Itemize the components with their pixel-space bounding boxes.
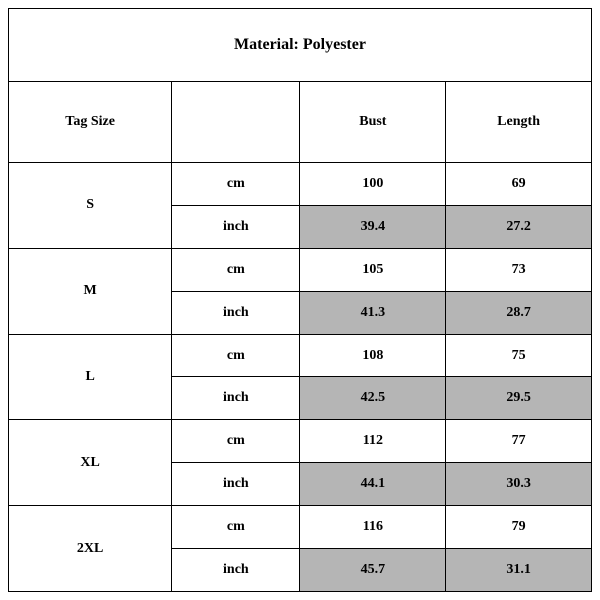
cell-l-inch-bust: 42.5 [300, 377, 446, 420]
cell-l-inch-length: 29.5 [446, 377, 592, 420]
unit-inch: inch [172, 291, 300, 334]
unit-cm: cm [172, 334, 300, 377]
size-row-l-cm: L cm 108 75 [9, 334, 592, 377]
unit-inch: inch [172, 463, 300, 506]
header-tag-size: Tag Size [9, 82, 172, 163]
unit-inch: inch [172, 549, 300, 592]
size-row-xl-cm: XL cm 112 77 [9, 420, 592, 463]
size-label-l: L [9, 334, 172, 420]
cell-s-inch-length: 27.2 [446, 205, 592, 248]
cell-xl-cm-length: 77 [446, 420, 592, 463]
cell-s-inch-bust: 39.4 [300, 205, 446, 248]
cell-2xl-inch-length: 31.1 [446, 549, 592, 592]
cell-2xl-cm-length: 79 [446, 506, 592, 549]
cell-l-cm-bust: 108 [300, 334, 446, 377]
cell-m-cm-length: 73 [446, 248, 592, 291]
size-label-2xl: 2XL [9, 506, 172, 592]
unit-cm: cm [172, 506, 300, 549]
cell-s-cm-length: 69 [446, 163, 592, 206]
size-label-m: M [9, 248, 172, 334]
cell-m-inch-bust: 41.3 [300, 291, 446, 334]
header-length: Length [446, 82, 592, 163]
unit-cm: cm [172, 420, 300, 463]
header-blank [172, 82, 300, 163]
header-bust: Bust [300, 82, 446, 163]
unit-inch: inch [172, 377, 300, 420]
cell-l-cm-length: 75 [446, 334, 592, 377]
size-label-s: S [9, 163, 172, 249]
cell-2xl-cm-bust: 116 [300, 506, 446, 549]
cell-xl-inch-bust: 44.1 [300, 463, 446, 506]
header-row: Tag Size Bust Length [9, 82, 592, 163]
unit-inch: inch [172, 205, 300, 248]
title-row: Material: Polyester [9, 9, 592, 82]
size-chart-table: Material: Polyester Tag Size Bust Length… [8, 8, 592, 592]
cell-m-inch-length: 28.7 [446, 291, 592, 334]
size-label-xl: XL [9, 420, 172, 506]
size-row-m-cm: M cm 105 73 [9, 248, 592, 291]
size-row-s-cm: S cm 100 69 [9, 163, 592, 206]
cell-m-cm-bust: 105 [300, 248, 446, 291]
unit-cm: cm [172, 248, 300, 291]
unit-cm: cm [172, 163, 300, 206]
cell-xl-inch-length: 30.3 [446, 463, 592, 506]
material-title: Material: Polyester [9, 9, 592, 82]
cell-xl-cm-bust: 112 [300, 420, 446, 463]
size-row-2xl-cm: 2XL cm 116 79 [9, 506, 592, 549]
cell-2xl-inch-bust: 45.7 [300, 549, 446, 592]
cell-s-cm-bust: 100 [300, 163, 446, 206]
